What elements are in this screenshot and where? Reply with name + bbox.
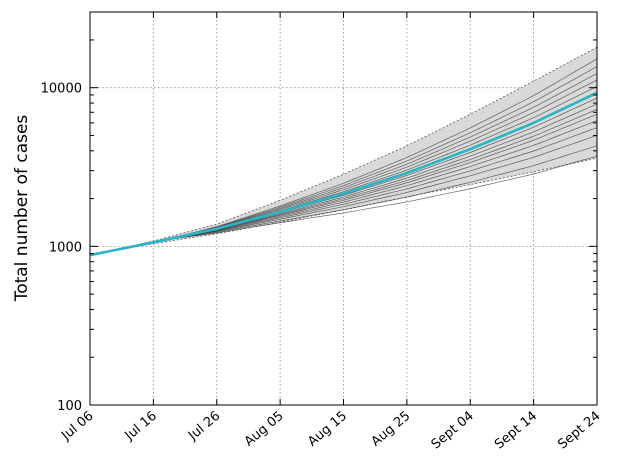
y-axis-ticks: 100 1000 10000 [41,11,597,414]
x-tick-label: Sept 04 [429,409,477,453]
x-tick-label: Sept 24 [555,409,603,453]
x-tick-label: Aug 15 [305,409,350,450]
fit-line-layer [89,91,598,257]
band-area [90,47,597,256]
y-axis-label: Total number of cases [12,115,32,303]
x-tick-label: Jul 16 [122,409,160,445]
y-tick-label: 1000 [49,240,82,255]
x-tick-label: Aug 05 [242,409,287,450]
y-tick-label: 10000 [41,82,82,97]
y-tick-label: 100 [57,399,82,414]
x-tick-label: Sept 14 [492,409,540,453]
x-tick-label: Aug 25 [369,409,414,450]
x-tick-label: Jul 26 [185,409,223,445]
fit-line [89,91,598,257]
